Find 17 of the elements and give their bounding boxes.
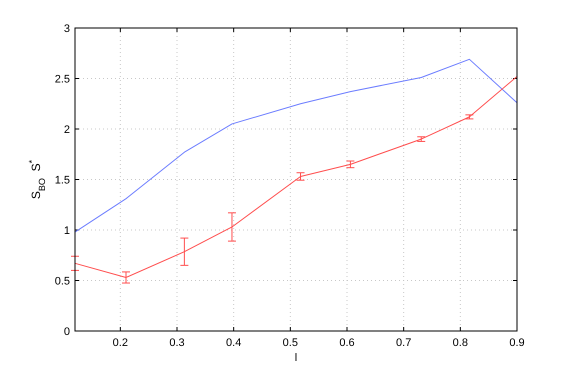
y-tick-label: 3 xyxy=(64,23,70,35)
x-tick-label: 0.7 xyxy=(396,337,412,349)
y-tick-label: 2 xyxy=(64,124,70,136)
x-tick-label: 0.9 xyxy=(509,337,525,349)
x-axis-title: l xyxy=(294,352,298,364)
y-tick-label: 0 xyxy=(64,326,70,338)
x-tick-label: 0.6 xyxy=(339,337,355,349)
y-tick-label: 1.5 xyxy=(54,174,70,186)
x-tick-label: 0.3 xyxy=(169,337,185,349)
y-tick-label: 1 xyxy=(64,225,70,237)
x-tick-label: 0.8 xyxy=(452,337,468,349)
y-tick-label: 0.5 xyxy=(54,276,70,288)
y-tick-label: 2.5 xyxy=(54,74,70,86)
x-tick-label: 0.5 xyxy=(282,337,298,349)
line-series xyxy=(74,58,518,233)
x-tick-label: 0.4 xyxy=(226,337,242,349)
x-tick-label: 0.2 xyxy=(112,337,128,349)
